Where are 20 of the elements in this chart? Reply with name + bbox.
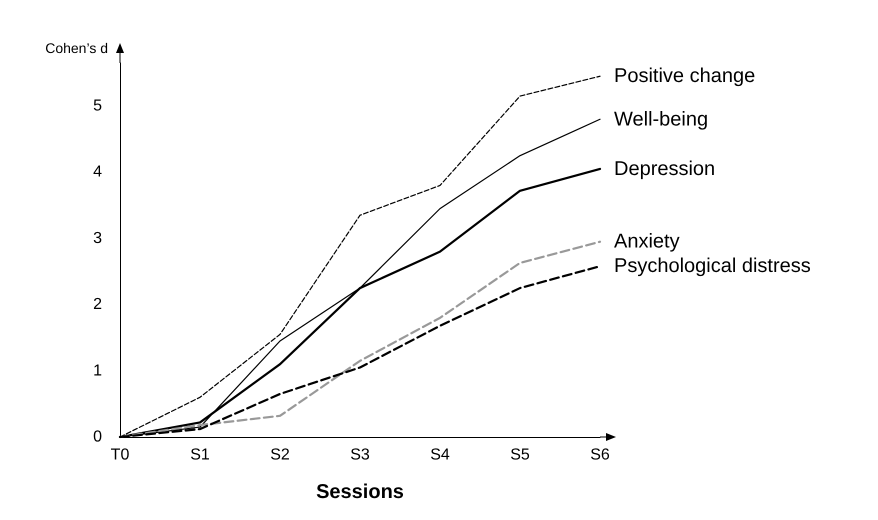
- x-tick-label: S4: [430, 446, 450, 464]
- series-label: Depression: [614, 158, 716, 180]
- x-axis-title: Sessions: [316, 481, 404, 503]
- y-tick-label: 3: [93, 230, 102, 247]
- y-tick-label: 5: [93, 98, 102, 115]
- x-tick-label: T0: [110, 446, 130, 464]
- y-tick-label: 0: [93, 428, 102, 446]
- x-tick-label: S5: [510, 446, 530, 464]
- x-tick-label: S1: [190, 446, 210, 464]
- y-tick-label: 1: [93, 362, 102, 380]
- x-tick-label: S6: [590, 446, 610, 464]
- series-label: Anxiety: [614, 230, 680, 253]
- series-label: Positive change: [614, 65, 756, 88]
- series-label: Well-being: [614, 108, 708, 130]
- x-tick-label: S3: [350, 446, 370, 464]
- y-axis-title: Cohen’s d: [45, 40, 108, 56]
- y-tick-label: 4: [93, 164, 102, 181]
- x-tick-label: S2: [270, 446, 290, 464]
- series-label: Psychological distress: [614, 255, 811, 278]
- y-tick-label: 2: [93, 296, 102, 314]
